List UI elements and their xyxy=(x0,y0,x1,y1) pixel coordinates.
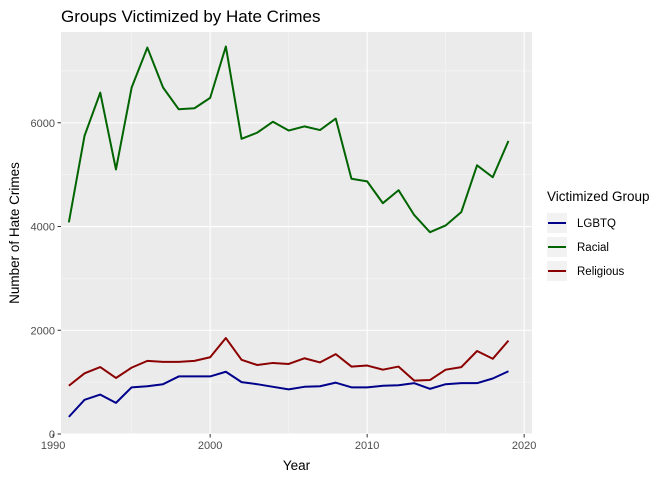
x-tick-label: 1990 xyxy=(41,440,65,452)
y-tick-label: 0 xyxy=(49,429,55,441)
chart-title: Groups Victimized by Hate Crimes xyxy=(61,7,321,26)
x-tick-label: 2010 xyxy=(355,440,379,452)
series-line-religious xyxy=(68,337,510,387)
x-tick-label: 2000 xyxy=(198,440,222,452)
y-axis-title: Number of Hate Crimes xyxy=(7,162,22,304)
y-tick-label: 4000 xyxy=(31,222,55,234)
y-tick-label: 2000 xyxy=(31,325,55,337)
series-line-racial xyxy=(67,45,510,234)
series-line-lgbtq xyxy=(68,370,509,418)
legend-label-religious: Religious xyxy=(577,266,625,278)
y-tick-label: 6000 xyxy=(31,118,55,130)
series-lines xyxy=(67,45,510,418)
y-axis: 0 2000 4000 6000 xyxy=(31,118,61,441)
legend-title: Victimized Group xyxy=(547,189,650,204)
x-axis-title: Year xyxy=(283,458,311,473)
x-tick-label: 2020 xyxy=(512,440,536,452)
legend-label-lgbtq: LGBTQ xyxy=(577,218,616,230)
legend-label-racial: Racial xyxy=(577,242,609,254)
x-axis: 1990 2000 2010 2020 xyxy=(41,434,536,452)
plot-panel xyxy=(61,32,532,434)
legend: Victimized Group LGBTQ Racial Religious xyxy=(547,189,650,281)
